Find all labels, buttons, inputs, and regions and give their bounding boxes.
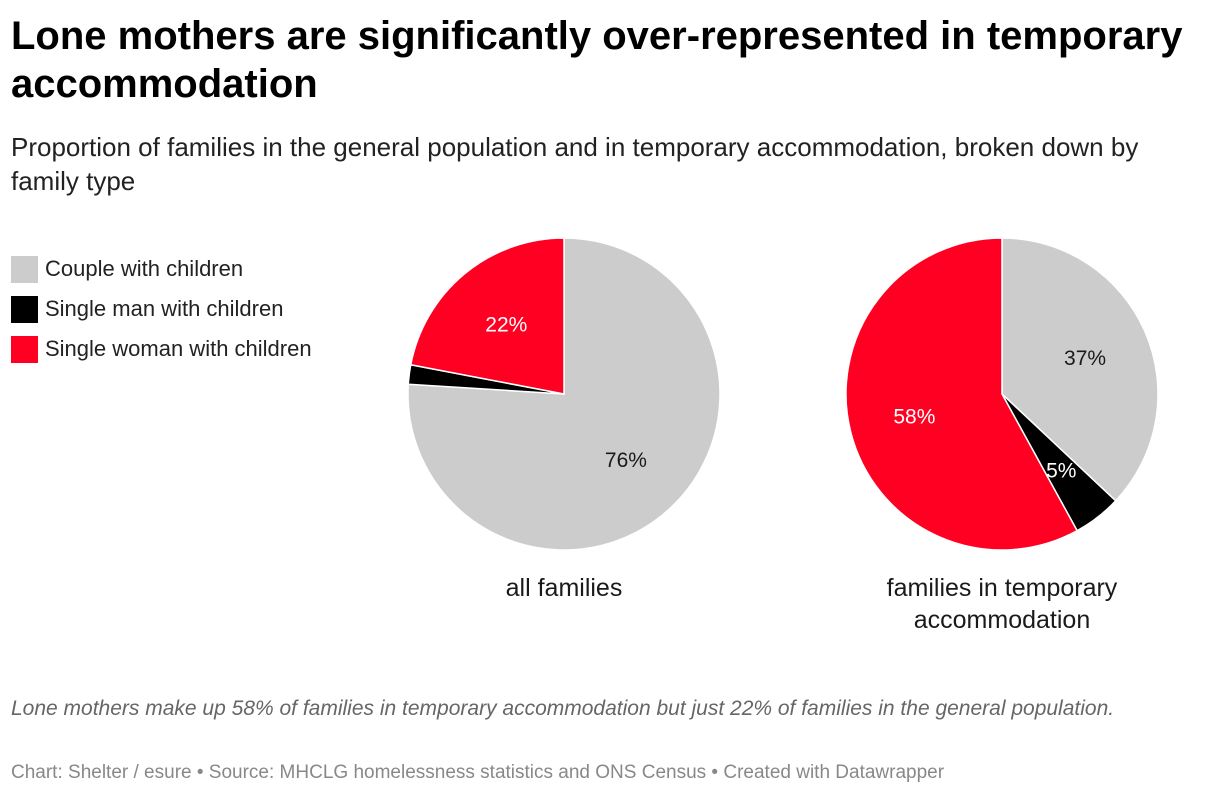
pie-2: 37% 5% 58% families in temporary accommodati… <box>845 237 1159 634</box>
chart-notes: Lone mothers make up 58% of families in … <box>11 697 1115 720</box>
pie-1-slice-single-woman-with-children <box>409 237 565 395</box>
legend-label-single-woman: Single woman with children <box>45 336 312 361</box>
legend-swatch-single-man <box>11 295 38 323</box>
pie-2-data-label-single-man-with-children: 5% <box>1046 459 1076 482</box>
pie-1-data-label-couple-with-children: 76% <box>605 449 647 472</box>
pie-2-label-line-2: accommodation <box>914 606 1090 634</box>
pie-2-slice-single-woman-with-children <box>845 237 1079 551</box>
pie-1-slice-couple-with-children <box>407 237 721 551</box>
chart-footer: Chart: Shelter / esure • Source: MHCLG h… <box>11 762 945 783</box>
legend-item-single-man: Single man with children <box>11 289 312 329</box>
legend: Couple with children Single man with chi… <box>11 249 312 369</box>
pie-2-data-label-couple-with-children: 37% <box>1064 347 1106 370</box>
pie-1-label-line-1: all families <box>506 574 623 602</box>
pie-2-slice-couple-with-children <box>1001 237 1159 502</box>
legend-swatch-couple <box>11 255 38 283</box>
legend-swatch-single-woman <box>11 335 38 363</box>
legend-item-single-woman: Single woman with children <box>11 329 312 369</box>
legend-label-couple: Couple with children <box>45 256 244 281</box>
legend-label-single-man: Single man with children <box>45 296 284 321</box>
pie-2-data-label-single-woman-with-children: 58% <box>893 406 935 429</box>
pie-2-label-line-1: families in temporary <box>887 574 1118 602</box>
chart-title: Lone mothers are significantly over-repr… <box>11 14 1183 106</box>
chart-subtitle: Proportion of families in the general po… <box>11 132 1139 196</box>
pie-1-label: all families <box>506 574 623 602</box>
legend-item-couple: Couple with children <box>11 249 312 289</box>
pie-charts: 76% 22% all families 37% 5% 58% families in te… <box>407 237 1159 634</box>
pie-1-data-label-single-woman-with-children: 22% <box>485 313 527 336</box>
pie-2-label: families in temporary accommodation <box>887 574 1118 634</box>
pie-1: 76% 22% all families <box>407 237 721 602</box>
